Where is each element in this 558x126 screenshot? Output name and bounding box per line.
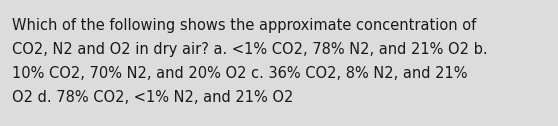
Text: O2 d. 78% CO2, <1% N2, and 21% O2: O2 d. 78% CO2, <1% N2, and 21% O2: [12, 90, 294, 105]
Text: 10% CO2, 70% N2, and 20% O2 c. 36% CO2, 8% N2, and 21%: 10% CO2, 70% N2, and 20% O2 c. 36% CO2, …: [12, 66, 468, 81]
Text: Which of the following shows the approximate concentration of: Which of the following shows the approxi…: [12, 18, 476, 33]
Text: CO2, N2 and O2 in dry air? a. <1% CO2, 78% N2, and 21% O2 b.: CO2, N2 and O2 in dry air? a. <1% CO2, 7…: [12, 42, 488, 57]
